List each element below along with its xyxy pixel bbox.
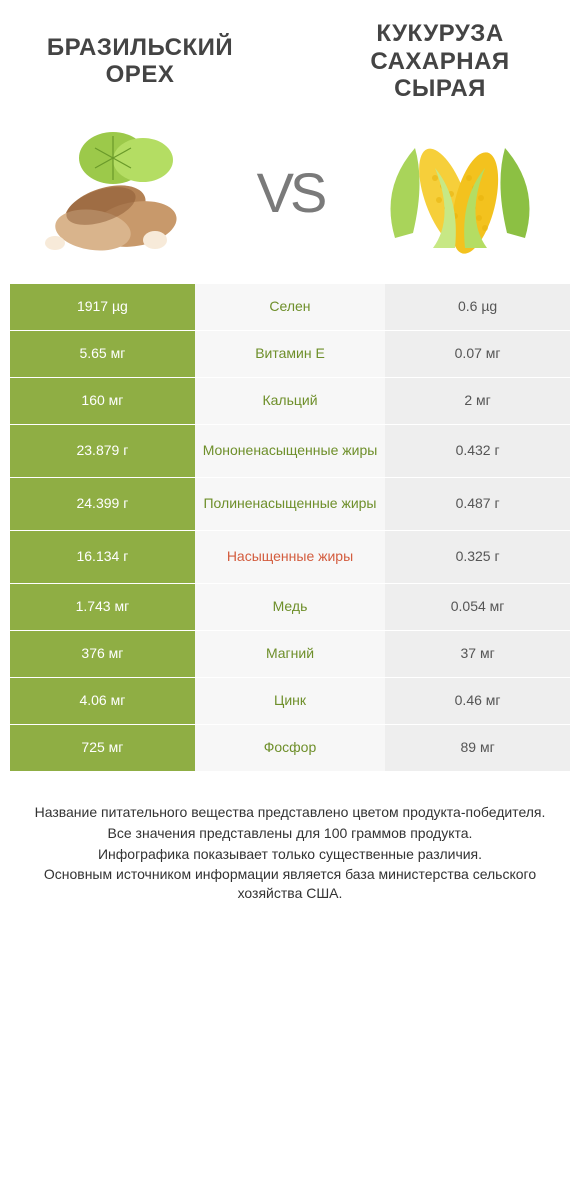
left-title: БРАЗИЛЬСКИЙ ОРЕХ xyxy=(30,34,250,89)
right-value: 37 мг xyxy=(385,631,570,677)
table-row: 23.879 гМононенасыщенные жиры0.432 г xyxy=(10,424,570,477)
footnotes: Название питательного вещества представл… xyxy=(10,771,570,903)
right-value: 2 мг xyxy=(385,378,570,424)
right-value: 89 мг xyxy=(385,725,570,771)
left-value: 5.65 мг xyxy=(10,331,195,377)
table-row: 5.65 мгВитамин E0.07 мг xyxy=(10,330,570,377)
right-food-image xyxy=(370,123,550,263)
table-row: 725 мгФосфор89 мг xyxy=(10,724,570,771)
footnote-line: Инфографика показывает только существенн… xyxy=(30,845,550,864)
right-value: 0.6 µg xyxy=(385,284,570,330)
table-row: 1.743 мгМедь0.054 мг xyxy=(10,583,570,630)
left-value: 16.134 г xyxy=(10,531,195,583)
nutrient-name: Магний xyxy=(195,631,385,677)
images-row: VS xyxy=(10,113,570,283)
nutrient-name: Витамин E xyxy=(195,331,385,377)
table-row: 24.399 гПолиненасыщенные жиры0.487 г xyxy=(10,477,570,530)
nutrient-name: Кальций xyxy=(195,378,385,424)
left-value: 4.06 мг xyxy=(10,678,195,724)
footnote-line: Основным источником информации является … xyxy=(30,865,550,903)
nutrient-name: Селен xyxy=(195,284,385,330)
nutrient-name: Мононенасыщенные жиры xyxy=(195,425,385,477)
table-row: 4.06 мгЦинк0.46 мг xyxy=(10,677,570,724)
nutrient-name: Фосфор xyxy=(195,725,385,771)
titles-row: БРАЗИЛЬСКИЙ ОРЕХ КУКУРУЗА САХАРНАЯ СЫРАЯ xyxy=(10,20,570,113)
left-food-image xyxy=(30,123,210,263)
left-value: 160 мг xyxy=(10,378,195,424)
footnote-line: Название питательного вещества представл… xyxy=(30,803,550,822)
footnote-line: Все значения представлены для 100 граммо… xyxy=(30,824,550,843)
left-value: 1.743 мг xyxy=(10,584,195,630)
table-row: 160 мгКальций2 мг xyxy=(10,377,570,424)
left-value: 376 мг xyxy=(10,631,195,677)
comparison-table: 1917 µgСелен0.6 µg5.65 мгВитамин E0.07 м… xyxy=(10,283,570,771)
table-row: 16.134 гНасыщенные жиры0.325 г xyxy=(10,530,570,583)
left-value: 23.879 г xyxy=(10,425,195,477)
table-row: 1917 µgСелен0.6 µg xyxy=(10,283,570,330)
nutrient-name: Цинк xyxy=(195,678,385,724)
left-value: 24.399 г xyxy=(10,478,195,530)
right-value: 0.432 г xyxy=(385,425,570,477)
right-title: КУКУРУЗА САХАРНАЯ СЫРАЯ xyxy=(330,20,550,103)
vs-label: VS xyxy=(257,160,324,225)
left-value: 1917 µg xyxy=(10,284,195,330)
right-value: 0.46 мг xyxy=(385,678,570,724)
right-value: 0.325 г xyxy=(385,531,570,583)
table-row: 376 мгМагний37 мг xyxy=(10,630,570,677)
infographic: БРАЗИЛЬСКИЙ ОРЕХ КУКУРУЗА САХАРНАЯ СЫРАЯ… xyxy=(0,0,580,935)
right-value: 0.054 мг xyxy=(385,584,570,630)
right-value: 0.487 г xyxy=(385,478,570,530)
nutrient-name: Насыщенные жиры xyxy=(195,531,385,583)
nutrient-name: Медь xyxy=(195,584,385,630)
left-value: 725 мг xyxy=(10,725,195,771)
right-value: 0.07 мг xyxy=(385,331,570,377)
nutrient-name: Полиненасыщенные жиры xyxy=(195,478,385,530)
